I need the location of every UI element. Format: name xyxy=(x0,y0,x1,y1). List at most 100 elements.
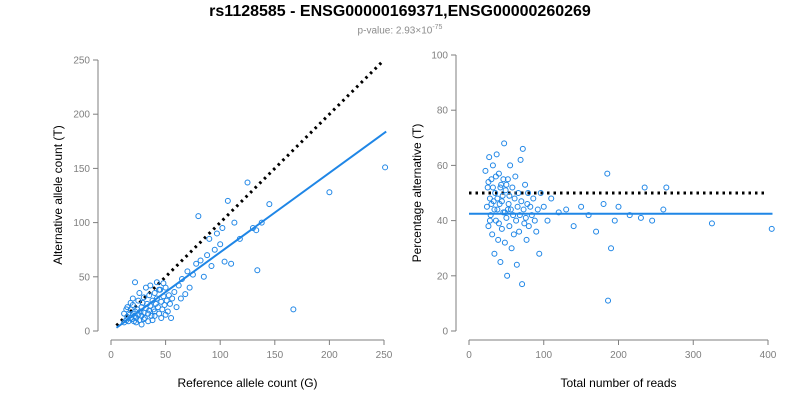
data-point xyxy=(497,259,504,265)
p-value-text: p-value: 2.93×10 xyxy=(357,25,433,37)
data-point xyxy=(555,209,562,216)
data-point xyxy=(254,267,261,274)
y-tick-label: 60 xyxy=(437,161,449,172)
data-point xyxy=(206,235,213,242)
data-point xyxy=(158,314,165,321)
y-axis-title: Alternative allele count (T) xyxy=(51,125,65,264)
data-point xyxy=(585,212,592,219)
data-point xyxy=(258,219,265,226)
data-point xyxy=(608,245,615,252)
data-point xyxy=(186,284,193,291)
data-point xyxy=(615,203,622,210)
data-point xyxy=(504,206,511,213)
data-point xyxy=(578,203,585,210)
data-point xyxy=(495,170,502,177)
data-point xyxy=(660,206,667,213)
data-point xyxy=(510,231,517,238)
data-points xyxy=(482,140,775,304)
data-point xyxy=(512,173,519,180)
data-point xyxy=(382,164,389,171)
data-point xyxy=(497,184,504,191)
data-point xyxy=(484,184,491,191)
data-point xyxy=(548,195,555,202)
data-point xyxy=(171,288,178,295)
data-point xyxy=(516,228,523,235)
data-point xyxy=(492,217,499,224)
data-point xyxy=(486,195,493,202)
data-point xyxy=(511,195,518,202)
data-point xyxy=(141,314,148,321)
y-tick-label: 150 xyxy=(73,164,90,175)
data-point xyxy=(219,225,226,232)
data-point xyxy=(151,312,158,319)
data-point xyxy=(177,295,184,302)
y-tick-label: 50 xyxy=(79,272,91,283)
data-point xyxy=(266,201,273,208)
x-axis: 0 100 200 300 400 xyxy=(466,339,777,361)
data-point xyxy=(498,198,505,205)
x-axis: 0 50 100 150 200 250 xyxy=(108,339,393,361)
y-tick-label: 80 xyxy=(437,106,449,117)
data-point xyxy=(649,217,656,224)
data-point xyxy=(507,206,514,213)
data-point xyxy=(525,190,532,196)
chart-subtitle: p-value: 2.93×10-75 xyxy=(0,24,800,36)
data-point xyxy=(533,228,540,235)
data-point xyxy=(516,212,523,219)
data-point xyxy=(521,220,528,227)
data-point xyxy=(146,292,153,299)
data-point xyxy=(605,297,612,304)
data-point xyxy=(208,262,215,269)
y-axis: 0 50 100 150 200 250 xyxy=(73,56,99,338)
data-point xyxy=(486,217,493,224)
data-point xyxy=(515,190,522,196)
data-point xyxy=(184,268,191,275)
x-tick-label: 250 xyxy=(376,350,393,361)
x-tick-label: 0 xyxy=(108,350,114,361)
data-point xyxy=(253,227,260,234)
data-point xyxy=(165,292,172,299)
y-tick-label: 20 xyxy=(437,271,449,282)
data-point xyxy=(570,223,577,230)
data-point xyxy=(156,286,163,293)
data-point xyxy=(513,217,520,224)
data-point xyxy=(522,181,529,188)
data-point xyxy=(221,258,228,265)
data-point xyxy=(506,223,513,230)
data-point xyxy=(489,162,496,169)
data-point xyxy=(169,295,176,302)
data-point xyxy=(505,201,512,208)
p-value-exponent: -75 xyxy=(432,24,443,31)
data-point xyxy=(525,223,532,230)
data-point xyxy=(123,306,130,313)
fit-line xyxy=(115,130,387,329)
x-tick-label: 150 xyxy=(266,350,283,361)
data-point xyxy=(491,250,498,257)
data-points xyxy=(121,164,389,328)
data-point xyxy=(508,245,515,252)
data-point xyxy=(498,225,505,232)
x-tick-label: 200 xyxy=(610,350,627,361)
data-point xyxy=(485,223,492,230)
data-point xyxy=(163,297,170,304)
data-point xyxy=(482,167,489,174)
data-point xyxy=(136,290,143,297)
data-point xyxy=(503,181,510,188)
data-point xyxy=(518,198,525,205)
data-point xyxy=(524,201,531,208)
data-point xyxy=(491,206,498,213)
data-point xyxy=(483,203,490,210)
data-point xyxy=(523,236,530,243)
data-point xyxy=(663,184,670,191)
data-point xyxy=(708,220,715,227)
data-point xyxy=(200,273,207,280)
data-point xyxy=(197,257,204,264)
data-point xyxy=(530,195,537,202)
data-point xyxy=(133,319,140,326)
y-tick-label: 100 xyxy=(431,51,448,62)
data-point xyxy=(509,184,516,191)
data-point xyxy=(641,184,648,191)
data-point xyxy=(504,272,511,279)
data-point xyxy=(495,220,502,227)
